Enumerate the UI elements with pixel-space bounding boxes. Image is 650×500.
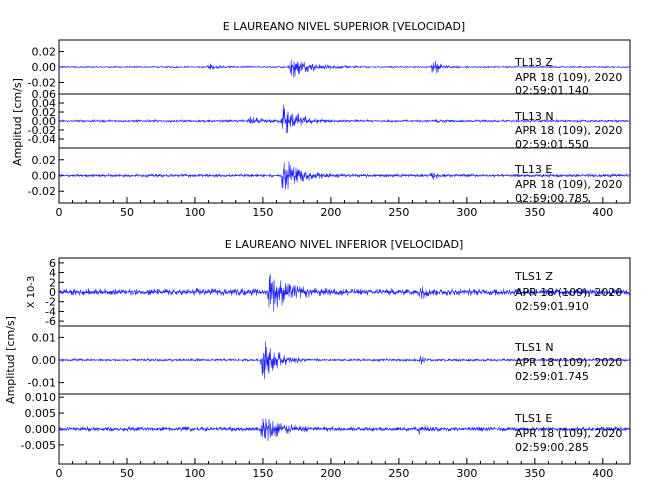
date-label: APR 18 (109), 2020	[515, 356, 622, 369]
scale-factor-label: X 10-3	[26, 276, 37, 309]
y-ticks: 0.02 0.00 -0.02	[28, 154, 64, 198]
y-tick-label: 6	[49, 257, 56, 270]
time-label: 02:59:01.550	[515, 138, 589, 151]
y-ticks: 0.01 0.00 -0.01	[28, 331, 64, 390]
x-ticks-inferior: 0 50 100 150 200 250 300 350 400	[56, 458, 617, 480]
y-tick-label: -4	[45, 305, 56, 318]
y-tick-label: 0.000	[25, 423, 57, 436]
time-label: 02:59:01.910	[515, 300, 589, 313]
channel-label: TL13 E	[514, 163, 552, 176]
y-tick-label: 0.04	[32, 97, 57, 110]
channel-label: TL13 N	[514, 110, 554, 123]
y-tick-label: 0.00	[32, 354, 57, 367]
y-tick-label: -2	[45, 296, 56, 309]
y-tick-label: -0.02	[28, 185, 56, 198]
date-label: APR 18 (109), 2020	[515, 71, 622, 84]
x-tick-label: 50	[120, 206, 134, 219]
y-tick-label: 0.00	[32, 61, 57, 74]
date-label: APR 18 (109), 2020	[515, 178, 622, 191]
x-tick-label: 400	[592, 206, 613, 219]
x-tick-label: 0	[56, 206, 63, 219]
x-tick-label: 350	[524, 467, 545, 480]
y-tick-label: -0.01	[28, 377, 56, 390]
y-tick-label: 2	[49, 276, 56, 289]
y-axis-label-superior: Amplitud [cm/s]	[11, 78, 24, 166]
y-tick-label: 0.02	[32, 154, 57, 167]
date-label: APR 18 (109), 2020	[515, 124, 622, 137]
x-tick-label: 50	[120, 467, 134, 480]
y-tick-label: 0.02	[32, 106, 57, 119]
waveform-trace	[58, 273, 631, 312]
waveform-trace	[58, 161, 631, 190]
date-label: APR 18 (109), 2020	[515, 286, 622, 299]
y-ticks: 0.010 0.005 0.000 -0.005	[21, 391, 64, 452]
channel-label: TLS1 E	[514, 412, 552, 425]
waveform-trace	[58, 104, 631, 134]
x-tick-label: 100	[184, 467, 205, 480]
y-tick-label: 0.02	[32, 46, 57, 59]
panel-tl13-n: 0.060.040.020.00-0.02-0.04 TL13 N APR 18…	[28, 88, 631, 151]
y-tick-label: -0.04	[28, 133, 56, 146]
x-tick-label: 300	[456, 467, 477, 480]
x-tick-label: 400	[592, 467, 613, 480]
x-tick-label: 100	[184, 206, 205, 219]
channel-label: TL13 Z	[514, 56, 553, 69]
y-axis-label-inferior: Amplitud [cm/s]	[4, 316, 17, 404]
waveform-trace	[58, 341, 631, 380]
y-tick-label: 0	[49, 286, 56, 299]
date-label: APR 18 (109), 2020	[515, 427, 622, 440]
chart-title-superior: E LAUREANO NIVEL SUPERIOR [VELOCIDAD]	[223, 20, 465, 33]
y-tick-label: 0.00	[32, 170, 57, 183]
x-tick-label: 200	[320, 467, 341, 480]
x-tick-label: 150	[252, 467, 273, 480]
waveform-trace	[58, 59, 631, 78]
x-tick-label: 0	[56, 467, 63, 480]
panel-tl13-z: 0.020.00-0.02 TL13 Z APR 18 (109), 2020 …	[28, 39, 631, 97]
x-tick-label: 250	[388, 206, 409, 219]
y-tick-label: 0.01	[32, 331, 57, 344]
time-label: 02:59:00.285	[515, 441, 589, 454]
panel-tl13-e: 0.020.00-0.02 TL13 E APR 18 (109), 2020 …	[28, 147, 631, 205]
y-tick-label: 0.010	[25, 391, 57, 404]
y-ticks: 0.060.040.020.00-0.02-0.04	[28, 88, 64, 146]
y-tick-label: -0.02	[28, 76, 56, 89]
panel-tls1-e: 0.010 0.005 0.000 -0.005 TLS1 E APR 18 (109…	[21, 391, 631, 465]
x-tick-label: 350	[524, 206, 545, 219]
channel-label: TLS1 Z	[514, 270, 553, 283]
time-label: 02:59:01.745	[515, 370, 589, 383]
y-tick-label: -6	[45, 315, 56, 328]
channel-label: TLS1 N	[514, 341, 554, 354]
y-tick-label: -0.005	[21, 439, 56, 452]
time-label: 02:59:00.785	[515, 192, 589, 205]
y-tick-label: 0.00	[32, 115, 57, 128]
chart-inferior: E LAUREANO NIVEL INFERIOR [VELOCIDAD] Am…	[4, 238, 631, 480]
time-label: 02:59:01.140	[515, 84, 589, 97]
x-tick-label: 150	[252, 206, 273, 219]
chart-title-inferior: E LAUREANO NIVEL INFERIOR [VELOCIDAD]	[225, 238, 464, 251]
y-tick-label: 4	[49, 267, 56, 280]
waveform-trace	[58, 418, 631, 442]
y-tick-label: -0.02	[28, 124, 56, 137]
x-tick-label: 300	[456, 206, 477, 219]
x-tick-label: 200	[320, 206, 341, 219]
panel-tls1-n: 0.010.00-0.01 TLS1 N APR 18 (109), 2020 …	[28, 325, 631, 395]
y-tick-label: 0.06	[32, 88, 57, 101]
y-tick-label: 0.005	[25, 407, 57, 420]
x-tick-label: 250	[388, 467, 409, 480]
chart-superior: E LAUREANO NIVEL SUPERIOR [VELOCIDAD] Am…	[11, 20, 631, 219]
